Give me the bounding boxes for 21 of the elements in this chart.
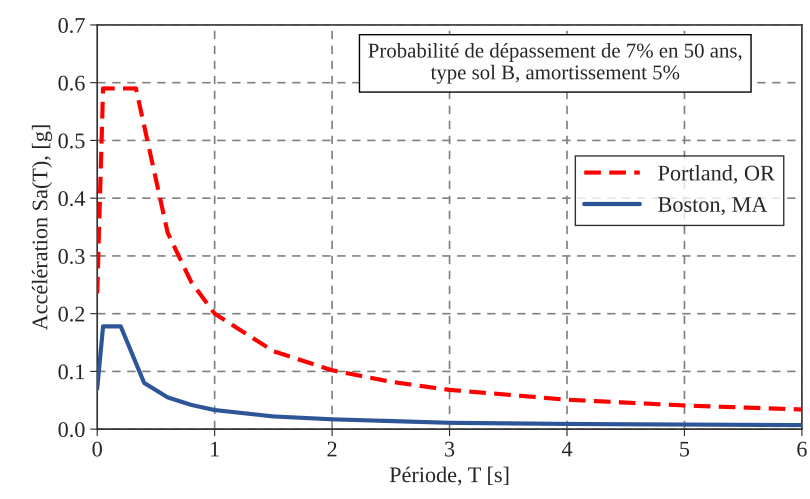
x-tick-label: 1 [211, 442, 219, 456]
y-tick-label: 0.3 [58, 248, 85, 264]
y-tick-label: 0.7 [58, 18, 85, 33]
y-tick-label: 0.1 [58, 364, 84, 380]
x-tick-label: 0 [92, 442, 102, 457]
annotation: Probabilité de dépassement de 7% en 50 ans, type sol B, amortissement 5% [368, 42, 742, 84]
y-tick-label: 0.4 [58, 191, 86, 206]
x-tick-label: 5 [680, 442, 690, 457]
x-tick-label: 3 [445, 442, 454, 457]
y-tick-label: 0.5 [58, 133, 85, 148]
y-axis-title: Accélération Sa(T), [g] [32, 125, 52, 330]
line-series [97, 86, 802, 412]
x-tick-label: 6 [797, 442, 807, 457]
x-tick-label: 4 [562, 442, 572, 456]
y-tick-label: 0.2 [58, 306, 84, 322]
legend-label: Boston, MA [658, 197, 768, 216]
legend-label: Portland, OR [658, 164, 775, 184]
y-tick-label: 0.6 [58, 76, 85, 91]
x-axis-title: Période, T [s] [390, 466, 508, 486]
y-tick-label: 0.0 [58, 422, 85, 438]
x-tick-label: 2 [328, 442, 336, 456]
